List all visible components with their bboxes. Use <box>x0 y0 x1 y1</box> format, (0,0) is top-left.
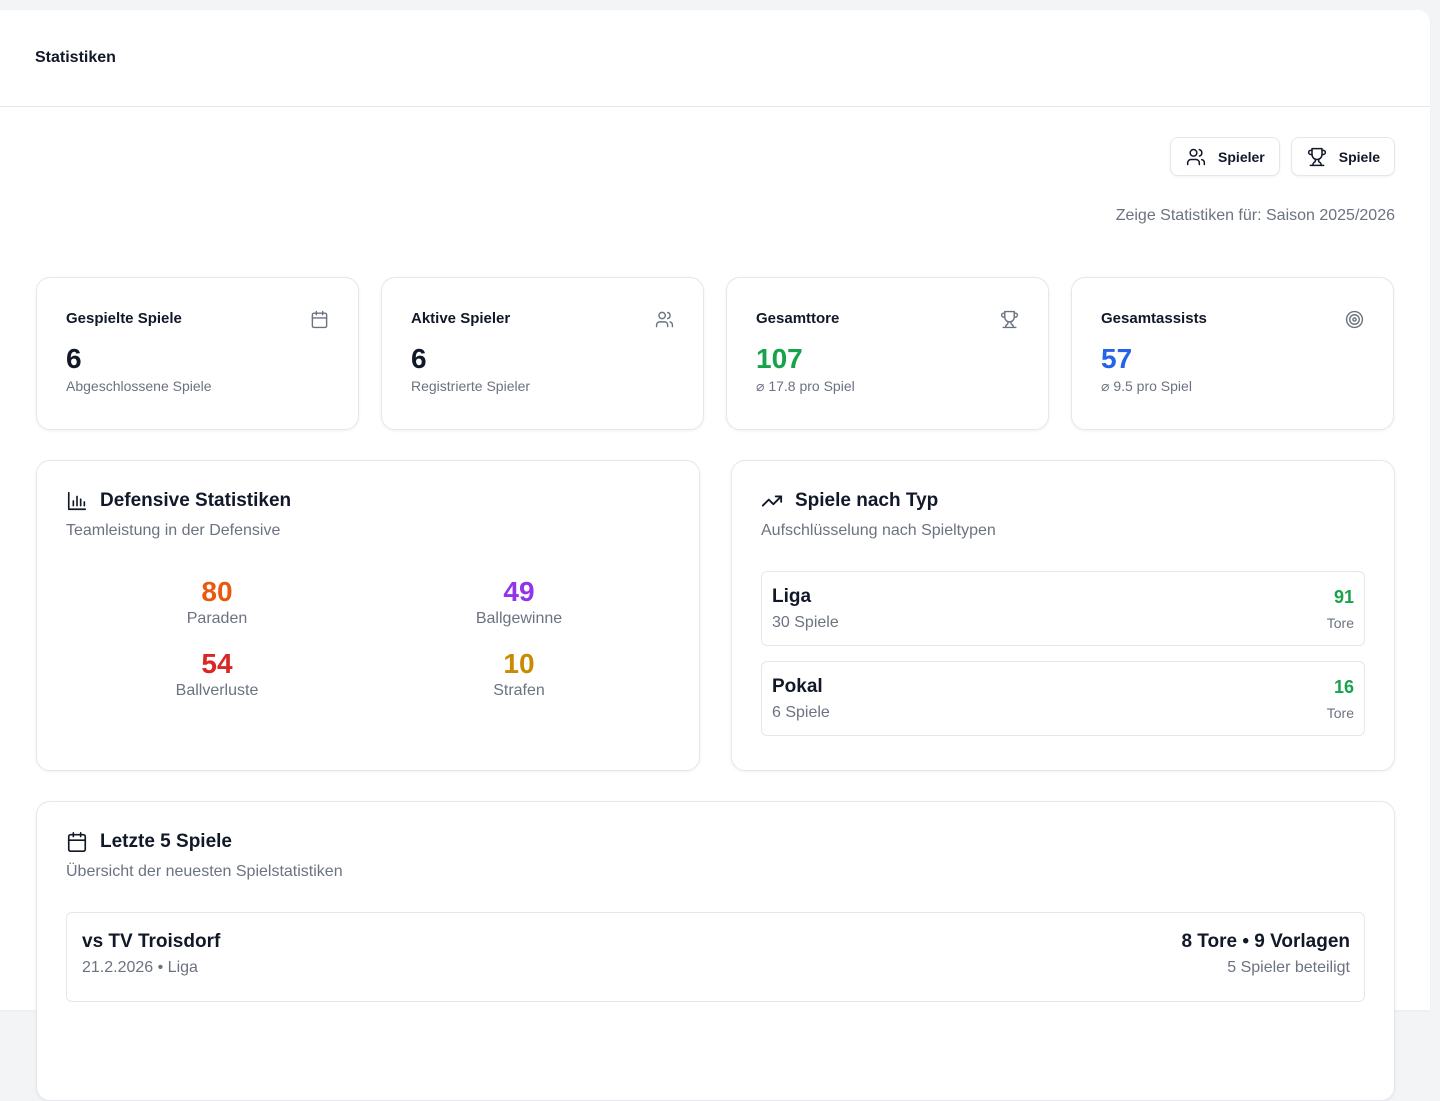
defense-title-text: Defensive Statistiken <box>100 490 292 511</box>
types-title-text: Spiele nach Typ <box>795 490 939 511</box>
users-icon <box>1186 148 1206 165</box>
recent-title-text: Letzte 5 Spiele <box>100 831 232 852</box>
stat-label: Gesamttore <box>756 310 840 327</box>
players-button[interactable]: Spieler <box>1170 137 1280 176</box>
games-button[interactable]: Spiele <box>1290 137 1395 176</box>
app-shell: Statistiken Spieler Spiele Zeige Statist… <box>0 10 1430 1101</box>
type-item-liga[interactable]: Liga 30 Spiele 91 Tore <box>761 571 1365 646</box>
defense-panel: Defensive Statistiken Teamleistung in de… <box>36 460 700 771</box>
defense-item-saves: 80 Paraden <box>66 576 368 628</box>
stat-card-assists: Gesamtassists 57 ⌀ 9.5 pro Spiel <box>1071 277 1394 430</box>
match-score: 8 Tore • 9 Vorlagen <box>1181 931 1350 952</box>
match-meta: 21.2.2026 • Liga <box>82 959 198 976</box>
top-bar: Statistiken <box>0 10 1430 107</box>
defense-value: 10 <box>503 648 535 679</box>
match-opponent: vs TV Troisdorf <box>82 931 221 952</box>
stat-card-goals: Gesamttore 107 ⌀ 17.8 pro Spiel <box>726 277 1049 430</box>
recent-subtitle: Übersicht der neuesten Spielstatistiken <box>66 863 343 880</box>
defense-item-steals: 49 Ballgewinne <box>368 576 670 628</box>
users-icon <box>655 311 674 328</box>
type-item-pokal[interactable]: Pokal 6 Spiele 16 Tore <box>761 661 1365 736</box>
trophy-icon <box>1307 147 1326 166</box>
type-games: 30 Spiele <box>772 613 839 631</box>
page-title: Statistiken <box>35 49 116 66</box>
stat-sub: ⌀ 17.8 pro Spiel <box>756 378 855 394</box>
stat-label: Gesamtassists <box>1101 310 1207 327</box>
defense-title: Defensive Statistiken <box>66 490 670 512</box>
defense-value: 49 <box>503 576 535 607</box>
stat-value: 6 <box>66 343 82 374</box>
defense-item-turnovers: 54 Ballverluste <box>66 648 368 700</box>
recent-title: Letzte 5 Spiele <box>66 831 1365 853</box>
match-players: 5 Spieler beteiligt <box>1227 959 1350 976</box>
calendar-icon <box>311 310 328 329</box>
defense-value: 54 <box>201 648 233 679</box>
stat-sub: Registrierte Spieler <box>411 378 531 394</box>
game-types-panel: Spiele nach Typ Aufschlüsselung nach Spi… <box>731 460 1395 771</box>
stat-sub: ⌀ 9.5 pro Spiel <box>1101 378 1192 394</box>
type-goals-unit: Tore <box>1326 614 1354 631</box>
defense-label: Paraden <box>186 610 248 627</box>
trending-up-icon <box>761 495 783 507</box>
bar-chart-icon <box>67 491 87 511</box>
players-button-label: Spieler <box>1218 148 1265 165</box>
type-goals: 16 <box>1333 676 1354 697</box>
stat-value: 57 <box>1101 343 1133 374</box>
stat-value: 107 <box>756 343 803 374</box>
defense-item-penalties: 10 Strafen <box>368 648 670 700</box>
games-button-label: Spiele <box>1338 148 1380 165</box>
stat-label: Gespielte Spiele <box>66 310 182 327</box>
type-goals-unit: Tore <box>1326 704 1354 721</box>
season-indicator: Zeige Statistiken für: Saison 2025/2026 <box>1115 207 1395 224</box>
stat-label: Aktive Spieler <box>411 310 511 327</box>
types-subtitle: Aufschlüsselung nach Spieltypen <box>761 522 996 539</box>
defense-subtitle: Teamleistung in der Defensive <box>66 522 281 539</box>
type-name: Pokal <box>772 675 823 697</box>
type-games: 6 Spiele <box>772 703 830 721</box>
stats-row: Gespielte Spiele 6 Abgeschlossene Spiele… <box>36 277 1395 430</box>
types-title: Spiele nach Typ <box>761 490 1365 512</box>
target-icon <box>1345 310 1364 329</box>
stat-sub: Abgeschlossene Spiele <box>66 378 212 394</box>
toolbar: Spieler Spiele <box>36 107 1395 176</box>
stat-card-games: Gespielte Spiele 6 Abgeschlossene Spiele <box>36 277 359 430</box>
defense-value: 80 <box>201 576 233 607</box>
mid-row: Defensive Statistiken Teamleistung in de… <box>36 460 1395 771</box>
type-goals: 91 <box>1333 586 1354 607</box>
match-row[interactable]: vs TV Troisdorf 21.2.2026 • Liga 8 Tore … <box>66 912 1365 1002</box>
types-list: Liga 30 Spiele 91 Tore Pokal 6 Spiele <box>761 571 1365 736</box>
defense-label: Ballverluste <box>175 682 259 699</box>
defense-grid: 80 Paraden 49 Ballgewinne 54 Ballverlust… <box>66 576 670 700</box>
trophy-icon <box>1000 310 1019 329</box>
type-name: Liga <box>772 585 812 607</box>
stat-value: 6 <box>411 343 427 374</box>
stat-card-players: Aktive Spieler 6 Registrierte Spieler <box>381 277 704 430</box>
defense-label: Ballgewinne <box>475 610 563 627</box>
calendar-icon <box>67 832 87 852</box>
recent-games-panel: Letzte 5 Spiele Übersicht der neuesten S… <box>36 801 1395 1101</box>
main-content: Spieler Spiele Zeige Statistiken für: Sa… <box>0 107 1430 1101</box>
defense-label: Strafen <box>493 682 545 699</box>
